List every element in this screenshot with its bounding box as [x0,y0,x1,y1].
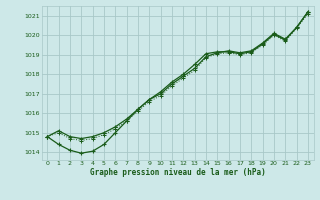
X-axis label: Graphe pression niveau de la mer (hPa): Graphe pression niveau de la mer (hPa) [90,168,266,177]
